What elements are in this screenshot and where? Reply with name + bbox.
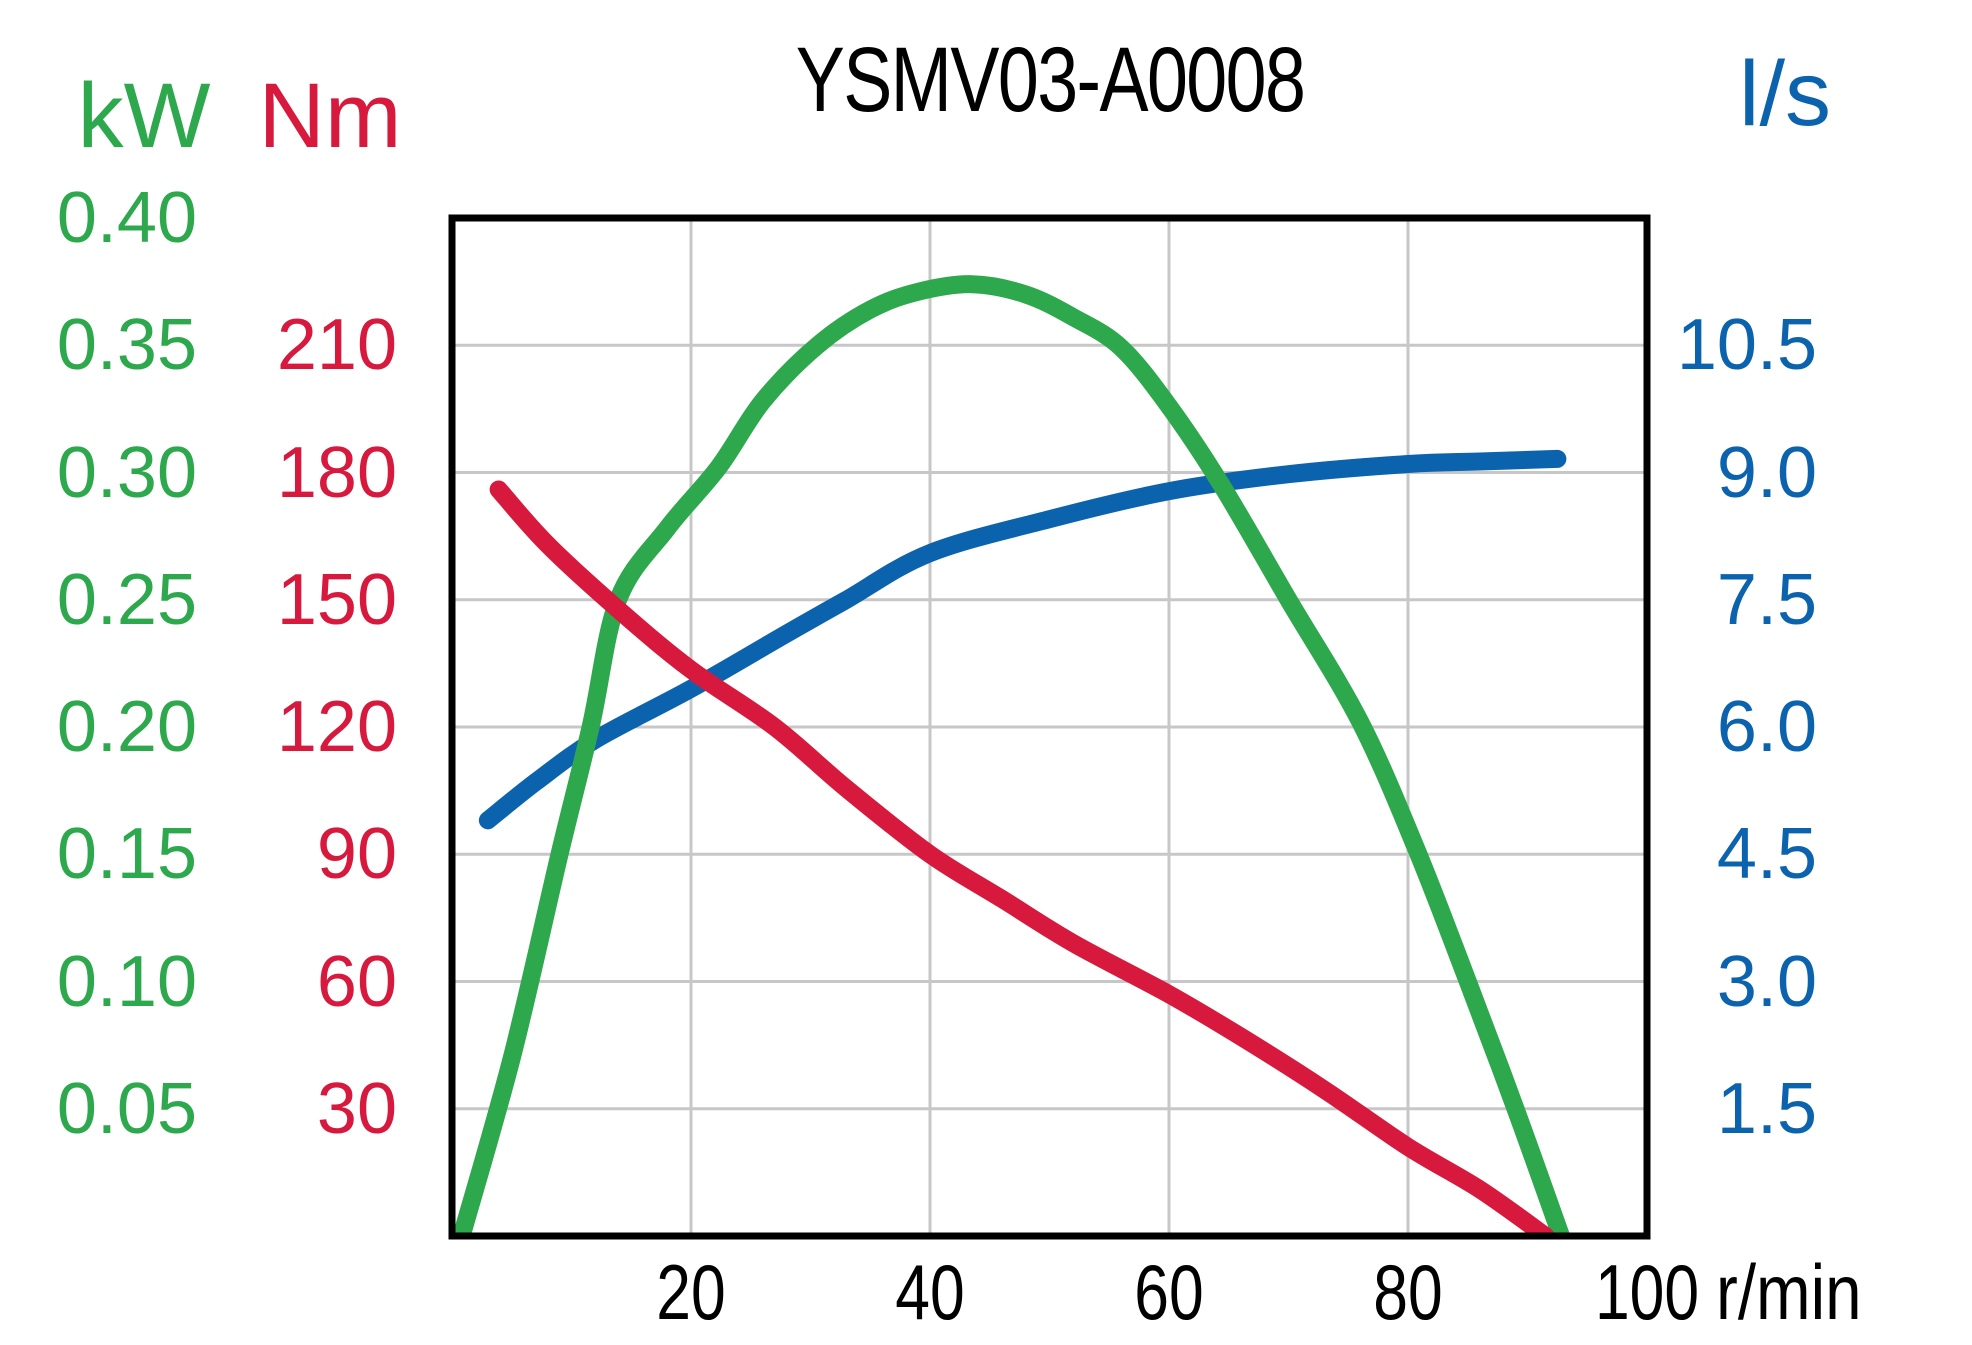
flow-tick-label: 4.5 (1716, 814, 1817, 895)
flow-tick-label: 6.0 (1716, 687, 1817, 767)
x-tick-label: 20 (656, 1248, 726, 1336)
torque-tick-label: 180 (276, 432, 397, 513)
flow-tick-label: 10.5 (1676, 305, 1817, 386)
power-tick-label: 0.15 (56, 814, 197, 895)
power-curve (452, 275, 1570, 1236)
torque-tick-label: 90 (316, 814, 397, 895)
flow-tick-label: 7.5 (1716, 559, 1817, 640)
torque-tick-label: 210 (276, 305, 397, 386)
power-tick-label: 0.25 (56, 559, 197, 640)
flow-tick-label: 1.5 (1716, 1068, 1817, 1149)
x-tick-label: 80 (1373, 1248, 1443, 1336)
power-tick-label: 0.30 (56, 432, 197, 513)
power-axis-unit-label: kW (77, 65, 211, 167)
torque-tick-label: 60 (316, 941, 397, 1022)
x-tick-label: 40 (895, 1248, 965, 1336)
chart-title: YSMV03-A0008 (795, 29, 1306, 131)
power-tick-label: 0.10 (56, 941, 197, 1022)
flow-tick-label: 9.0 (1716, 432, 1817, 513)
x-tick-label: 60 (1134, 1248, 1204, 1336)
power-tick-label: 0.20 (56, 687, 197, 767)
curves (452, 275, 1570, 1236)
power-tick-label: 0.05 (56, 1068, 197, 1149)
gridlines (452, 218, 1647, 1236)
x-axis-unit-label: r/min (1716, 1248, 1862, 1336)
torque-curve (489, 480, 1555, 1236)
power-tick-label: 0.40 (56, 178, 197, 258)
power-tick-label: 0.35 (56, 305, 197, 386)
torque-tick-label: 120 (276, 687, 397, 767)
x-tick-label: 100 (1594, 1248, 1700, 1336)
flow-curve (478, 449, 1567, 830)
torque-axis-unit-label: Nm (258, 65, 402, 167)
plot-frame (448, 214, 1651, 1240)
torque-tick-label: 30 (316, 1068, 397, 1149)
flow-tick-label: 3.0 (1716, 941, 1817, 1022)
flow-axis-unit-label: l/s (1739, 43, 1831, 145)
torque-tick-label: 150 (276, 559, 397, 640)
